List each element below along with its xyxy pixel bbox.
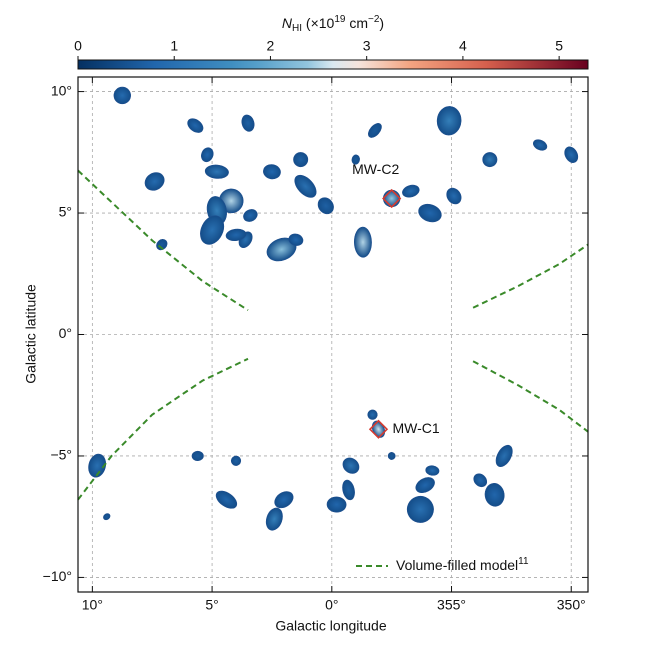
cloud: [88, 453, 107, 478]
annotation-box: [368, 419, 389, 439]
cloud: [351, 154, 360, 165]
legend-text: Volume-filled model: [396, 557, 518, 573]
cloud: [436, 106, 462, 136]
cloud: [144, 172, 165, 191]
cloud: [204, 164, 229, 179]
colorbar-tick-label: 0: [74, 38, 82, 54]
cloud: [294, 174, 317, 198]
plot-frame: [77, 76, 589, 593]
cloud: [495, 444, 513, 468]
cloud: [200, 215, 225, 245]
cloud: [342, 457, 360, 474]
colorbar-tick-label: 2: [267, 38, 275, 54]
cloud: [243, 209, 258, 222]
cloud: [446, 187, 462, 205]
y-tick-label: 0°: [59, 325, 72, 341]
cloud: [415, 477, 435, 494]
x-tick-label: 355°: [437, 597, 466, 613]
cloud: [201, 147, 214, 163]
cloud: [317, 197, 334, 215]
cloud: [156, 239, 168, 251]
cloud: [532, 139, 548, 151]
cloud: [230, 455, 242, 466]
model-curve: [472, 360, 589, 433]
x-tick-label: 5°: [205, 597, 218, 613]
cloud: [342, 479, 355, 501]
annotation-label: MW-C1: [392, 420, 439, 436]
cloud: [368, 123, 382, 138]
cloud: [402, 184, 420, 198]
y-tick-label: −10°: [43, 568, 72, 584]
cloud: [113, 86, 131, 105]
cloud: [263, 164, 281, 180]
cloud: [484, 483, 505, 507]
model-curve: [77, 357, 249, 501]
cloud: [293, 152, 309, 168]
cloud: [274, 491, 294, 509]
legend-label: Volume-filled model11: [396, 556, 529, 573]
colorbar: [77, 59, 589, 70]
y-tick-label: 10°: [51, 82, 72, 98]
cloud: [473, 473, 488, 488]
cloud: [187, 118, 204, 133]
cloud: [425, 465, 440, 476]
cloud: [241, 114, 255, 132]
cloud: [418, 203, 442, 223]
x-axis-label: Galactic longitude: [275, 618, 387, 634]
colorbar-label: NHI (×1019 cm−2): [282, 14, 384, 34]
y-tick-label: −5°: [50, 447, 72, 463]
cloud: [265, 507, 283, 531]
legend-superscript: 11: [518, 556, 529, 567]
cloud: [103, 513, 111, 521]
colorbar-tick-label: 4: [459, 38, 467, 54]
cloud: [367, 409, 378, 420]
x-tick-label: 0°: [325, 597, 338, 613]
annotation-box: [382, 188, 402, 209]
model-curve: [472, 243, 589, 309]
y-axis-label: Galactic latitude: [23, 284, 39, 384]
cloud: [354, 226, 372, 258]
colorbar-tick-label: 5: [555, 38, 563, 54]
model-curve: [77, 169, 249, 312]
cloud: [326, 496, 347, 513]
cloud: [191, 450, 204, 462]
cloud: [482, 152, 498, 168]
x-tick-label: 10°: [82, 597, 103, 613]
x-tick-label: 350°: [557, 597, 586, 613]
y-tick-label: 5°: [59, 204, 72, 220]
colorbar-tick-label: 3: [363, 38, 371, 54]
cloud: [406, 495, 434, 523]
annotation-label: MW-C2: [352, 161, 399, 177]
cloud: [371, 420, 386, 438]
cloud: [564, 146, 579, 163]
cloud: [387, 452, 396, 460]
cloud: [225, 228, 247, 242]
cloud: [288, 233, 304, 246]
cloud: [215, 490, 238, 509]
colorbar-tick-label: 1: [170, 38, 178, 54]
